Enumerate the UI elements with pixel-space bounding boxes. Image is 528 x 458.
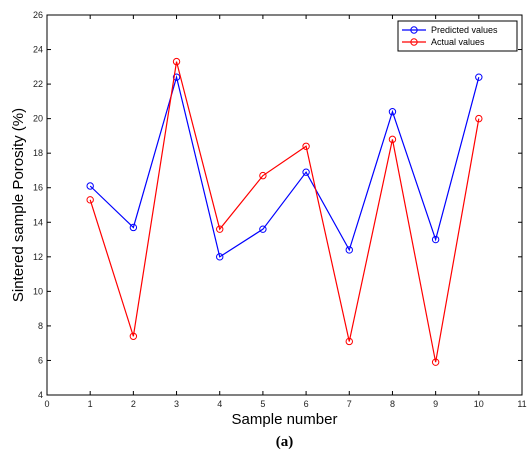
- y-tick-label: 20: [33, 114, 43, 124]
- y-axis-label: Sintered sample Porosity (%): [10, 108, 27, 302]
- y-tick-label: 26: [33, 10, 43, 20]
- series-line-predicted: [89, 74, 480, 258]
- data-point-actual: [431, 358, 440, 366]
- y-tick-label: 4: [38, 390, 43, 400]
- y-tick-label: 22: [33, 79, 43, 89]
- legend-marker-predicted: [410, 26, 418, 34]
- y-tick-label: 24: [33, 45, 43, 55]
- data-point-actual: [129, 332, 138, 340]
- y-tick-label: 12: [33, 252, 43, 262]
- plot-area: [46, 14, 523, 396]
- x-tick-label: 6: [304, 399, 309, 409]
- data-point-actual: [475, 114, 483, 123]
- legend-marker-actual: [410, 38, 418, 46]
- legend-label-predicted: Predicted values: [431, 25, 498, 35]
- data-point-actual: [259, 171, 267, 180]
- data-point-predicted: [431, 235, 440, 244]
- series-layer: [86, 57, 483, 366]
- data-point-actual: [388, 135, 397, 144]
- series-line-actual: [89, 61, 480, 363]
- y-tick-label: 18: [33, 148, 43, 158]
- y-tick-label: 10: [33, 286, 43, 296]
- legend-box: [397, 20, 518, 52]
- x-tick-label: 7: [347, 399, 352, 409]
- x-tick-label: 5: [260, 399, 265, 409]
- x-tick-label: 9: [433, 399, 438, 409]
- data-point-predicted: [388, 108, 397, 116]
- data-point-predicted: [302, 168, 310, 176]
- data-point-actual: [302, 142, 310, 150]
- data-point-actual: [86, 196, 94, 204]
- data-point-predicted: [259, 225, 267, 233]
- x-tick-label: 8: [390, 399, 395, 409]
- y-tick-label: 14: [33, 217, 43, 227]
- y-tick-label: 16: [33, 183, 43, 193]
- data-point-predicted: [86, 182, 94, 190]
- x-tick-label: 10: [474, 399, 484, 409]
- legend: Predicted values Actual values: [397, 20, 518, 52]
- x-tick-label: 3: [174, 399, 179, 409]
- legend-label-actual: Actual values: [431, 37, 485, 47]
- x-tick-label: 0: [44, 399, 49, 409]
- x-tick-label: 11: [517, 399, 526, 409]
- x-tick-label: 1: [88, 399, 93, 409]
- y-tick-label: 8: [38, 321, 43, 331]
- data-point-actual: [172, 57, 181, 66]
- data-point-predicted: [475, 73, 483, 81]
- x-tick-label: 4: [217, 399, 222, 409]
- data-point-predicted: [216, 253, 224, 261]
- figure-caption: (a): [276, 434, 294, 450]
- data-point-actual: [345, 337, 353, 346]
- data-point-predicted: [345, 246, 353, 254]
- x-tick-label: 2: [131, 399, 136, 409]
- x-axis-label: Sample number: [232, 411, 338, 428]
- y-tick-label: 6: [38, 355, 43, 365]
- data-point-predicted: [172, 73, 181, 81]
- data-point-predicted: [129, 223, 138, 232]
- data-point-actual: [216, 225, 224, 233]
